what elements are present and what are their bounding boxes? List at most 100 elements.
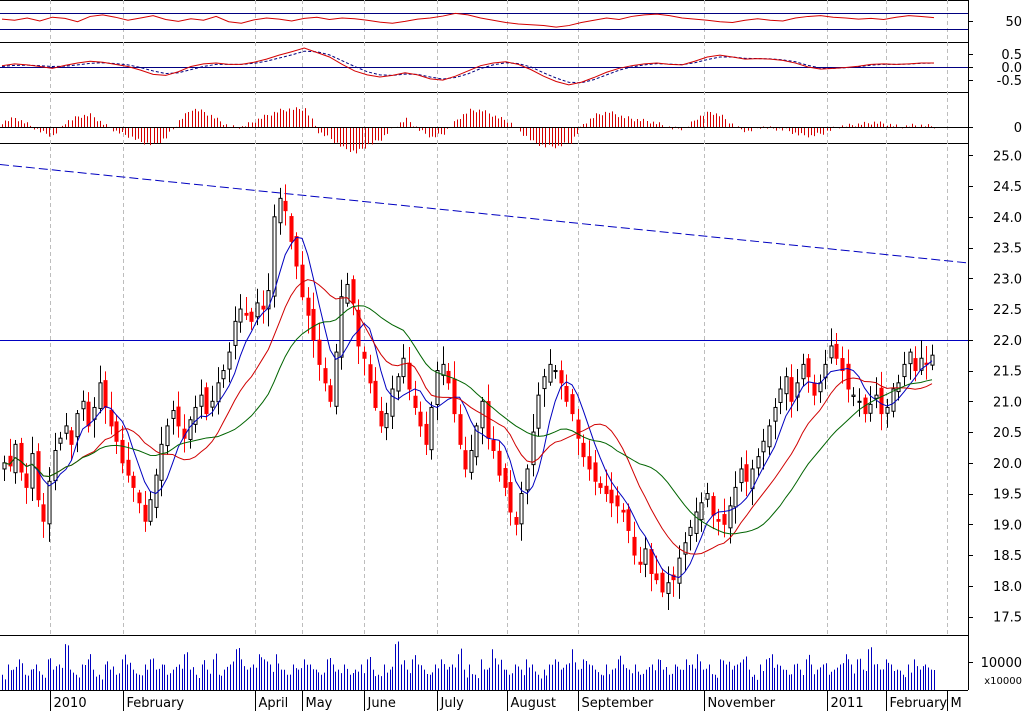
- candle-body: [891, 388, 896, 412]
- candle-body: [429, 406, 434, 451]
- candle-body: [626, 509, 631, 531]
- x-axis-label: April: [259, 696, 289, 711]
- macd-histogram-panel: [0, 107, 968, 154]
- candle-body: [609, 489, 614, 504]
- price-tick-label: 22.0: [993, 334, 1022, 349]
- candle-body: [548, 363, 553, 383]
- candle-body: [728, 505, 733, 529]
- candle-body: [233, 320, 238, 346]
- trendline: [0, 164, 969, 264]
- candle-body: [503, 468, 508, 488]
- rsi-panel: [0, 12, 968, 30]
- candle-body: [19, 442, 24, 473]
- candle-body: [902, 363, 907, 378]
- candle-body: [491, 439, 496, 451]
- candle-body: [739, 468, 744, 484]
- candle-body: [323, 368, 328, 384]
- candle-body: [660, 572, 665, 593]
- candle-body: [829, 345, 834, 359]
- candle-body: [874, 394, 879, 399]
- candle-body: [396, 376, 401, 392]
- candle-body: [98, 382, 103, 409]
- candle-body: [452, 378, 457, 415]
- candle-body: [840, 358, 845, 372]
- candle-body: [564, 385, 569, 402]
- candle-body: [784, 376, 789, 395]
- candle-body: [542, 376, 547, 390]
- candle-body: [339, 296, 344, 358]
- candle-body: [64, 425, 69, 434]
- candle-body: [210, 400, 215, 408]
- candle-body: [694, 511, 699, 534]
- candle-body: [632, 536, 637, 556]
- price-tick-label: 18.0: [993, 580, 1022, 595]
- candle-body: [621, 509, 626, 513]
- candle-body: [171, 410, 176, 419]
- candle-body: [47, 480, 52, 525]
- price-tick-label: 24.0: [993, 211, 1022, 226]
- candle-body: [413, 395, 418, 408]
- candle-body: [806, 358, 811, 378]
- candle-body: [598, 483, 603, 488]
- candle-body: [148, 499, 153, 522]
- price-tick-label: 22.5: [993, 303, 1022, 318]
- rsi-tick-label: 50: [1005, 15, 1022, 30]
- x-axis-labels: 2010 February April May June July August Septem…: [50, 690, 962, 711]
- candle-body: [604, 485, 609, 495]
- candle-body: [289, 216, 294, 242]
- candle-body: [216, 382, 221, 403]
- candle-body: [272, 216, 277, 297]
- candle-body: [30, 453, 35, 489]
- candle-body: [131, 475, 136, 488]
- macd-tick-label: 0.0: [1001, 61, 1022, 76]
- candle-body: [587, 456, 592, 470]
- candle-body: [576, 419, 581, 439]
- candle-body: [474, 425, 479, 458]
- candle-body: [36, 451, 41, 501]
- candle-body: [384, 413, 389, 429]
- candle-body: [81, 400, 86, 410]
- candle-body: [469, 450, 474, 473]
- candle-body: [919, 357, 924, 371]
- candle-body: [188, 419, 193, 440]
- candle-body: [266, 290, 271, 310]
- candle-body: [857, 400, 862, 403]
- candle-body: [69, 430, 74, 445]
- price-tick-label: 25.0: [993, 149, 1022, 164]
- candle-body: [435, 370, 440, 405]
- candle-body: [165, 425, 170, 447]
- macd-line: [1, 47, 934, 86]
- x-axis-label: September: [582, 696, 655, 711]
- candle-body: [317, 339, 322, 365]
- candle-body: [86, 401, 91, 427]
- candle-body: [581, 442, 586, 458]
- candle-body: [368, 364, 373, 384]
- volume-unit-label: x10000: [984, 676, 1022, 687]
- candle-body: [238, 308, 243, 323]
- candle-body: [334, 351, 339, 407]
- y-axis-labels: 50 0.50.0-0.5 0 25.0 24.5 24.0 23.5 23.0 22.5 22.…: [968, 15, 1022, 687]
- candle-body: [851, 394, 856, 397]
- candle-body: [531, 431, 536, 466]
- x-axis-label: May: [306, 696, 333, 711]
- candle-body: [401, 357, 406, 378]
- x-axis-label: February: [890, 696, 948, 711]
- candle-body: [283, 200, 288, 212]
- candle-body: [278, 197, 283, 224]
- candle-body: [553, 370, 558, 373]
- candle-body: [390, 388, 395, 417]
- x-axis-label: June: [367, 696, 396, 711]
- candle-body: [244, 312, 249, 316]
- candle-body: [328, 385, 333, 402]
- x-axis-label: M: [951, 696, 962, 711]
- candle-body: [58, 437, 63, 444]
- x-axis-label: 2010: [54, 696, 87, 711]
- candle-body: [114, 421, 119, 442]
- candle-body: [688, 526, 693, 536]
- candle-body: [778, 388, 783, 403]
- price-tick-label: 21.0: [993, 395, 1022, 410]
- candle-body: [570, 394, 575, 415]
- price-tick-label: 18.5: [993, 549, 1022, 564]
- x-axis-label: February: [127, 696, 185, 711]
